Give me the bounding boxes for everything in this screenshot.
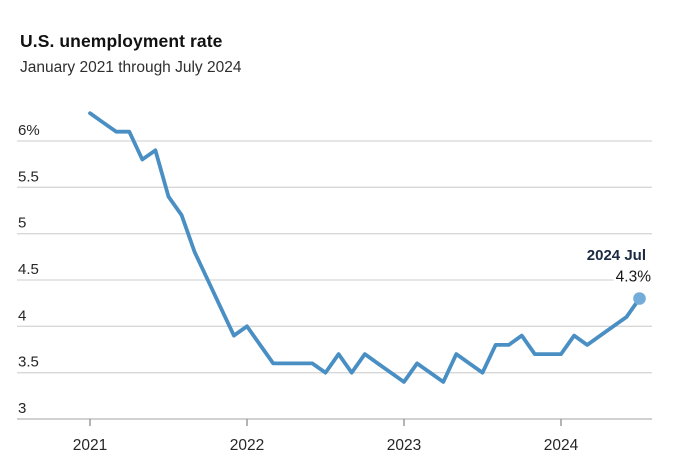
y-tick-label: 5.5: [18, 168, 39, 185]
x-tick-label: 2021: [73, 437, 107, 454]
y-tick-label: 4: [18, 307, 26, 324]
chart-subtitle: January 2021 through July 2024: [20, 59, 242, 76]
annotation-value-label: 4.3%: [616, 269, 652, 286]
y-tick-label: 3: [18, 400, 26, 417]
chart-title: U.S. unemployment rate: [20, 31, 223, 51]
x-tick-label: 2022: [230, 437, 264, 454]
y-tick-label: 4.5: [18, 261, 39, 278]
trend-line: [88, 111, 642, 384]
x-tick-label: 2023: [387, 437, 421, 454]
y-tick-label: 3.5: [18, 354, 39, 371]
y-tick-label: 5: [18, 215, 26, 232]
y-tick-label: 6%: [18, 122, 40, 139]
latest-point-dot: [633, 292, 646, 305]
x-tick-label: 2024: [544, 437, 579, 454]
annotation-date-label: 2024 Jul: [587, 247, 646, 264]
